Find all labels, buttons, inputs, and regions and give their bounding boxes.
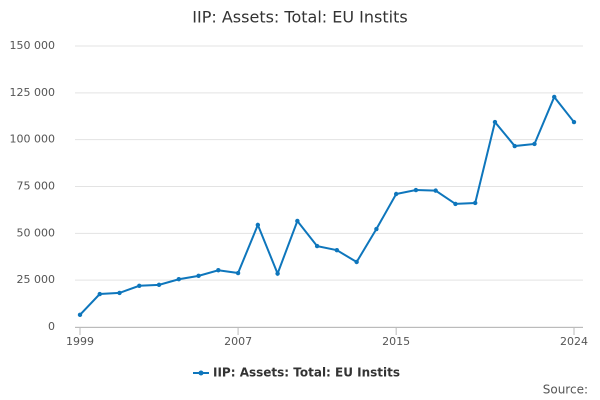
data-point [512,143,517,149]
data-point [453,201,458,207]
x-tick-label: 2024 [560,335,588,348]
y-tick-label: 125 000 [10,86,56,99]
x-tick-label: 2015 [382,335,410,348]
data-point [413,187,419,193]
data-point [216,268,221,273]
y-tick-label: 25 000 [17,273,56,286]
data-point [196,273,201,279]
data-point [275,271,280,276]
data-point [433,188,438,193]
data-point [117,290,122,296]
data-point [571,119,577,125]
data-point [552,94,557,100]
legend-label: IIP: Assets: Total: EU Instits [213,366,400,380]
y-tick-label: 75 000 [17,180,56,193]
source: Source: [543,383,588,397]
data-point [492,119,498,125]
y-tick-label: 50 000 [17,226,56,239]
x-tick-label: 2007 [224,335,252,348]
data-point [137,283,142,288]
data-point [314,243,320,249]
data-point [393,191,399,197]
y-tick-label: 100 000 [10,133,56,146]
data-point [334,247,340,253]
data-point [473,200,478,206]
data-point [176,277,181,282]
chart-title: IIP: Assets: Total: EU Instits [192,8,407,27]
data-point [295,218,300,224]
data-point [97,291,102,297]
y-tick-label: 150 000 [10,39,56,52]
data-point [255,222,261,228]
data-point [532,141,537,147]
data-point [77,312,83,318]
legend-marker [198,370,204,376]
data-point [354,259,359,265]
data-point [235,270,241,276]
y-tick-label: 0 [48,320,55,333]
data-point [156,282,162,288]
data-point [374,226,379,232]
series-line [79,95,575,316]
x-tick-label: 1999 [66,335,94,348]
